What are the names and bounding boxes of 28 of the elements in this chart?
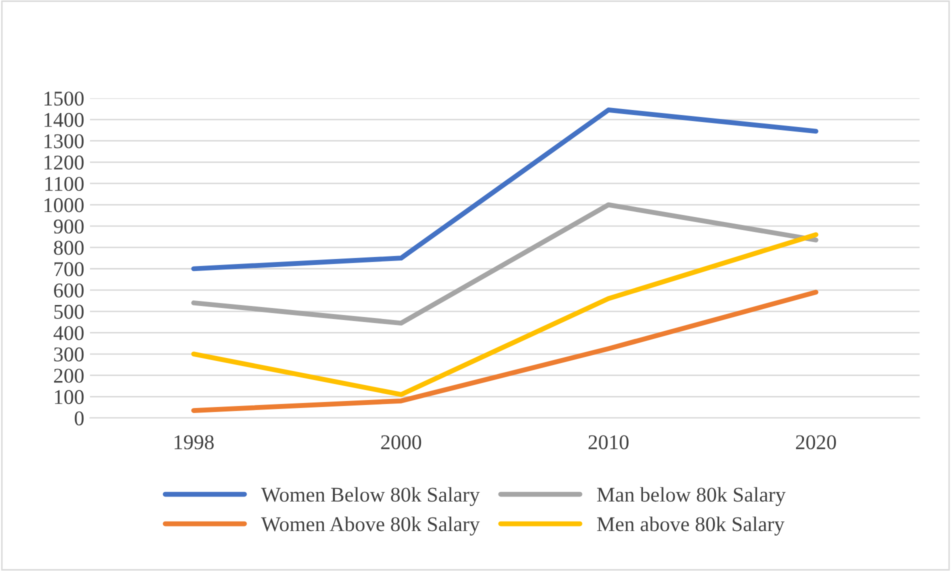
y-tick-label: 0: [74, 411, 84, 426]
line-series: [191, 232, 818, 397]
line-series: [191, 108, 818, 272]
legend-label: Men above 80k Salary: [597, 516, 784, 536]
line-series: [191, 290, 818, 413]
y-tick-label: 700: [54, 262, 84, 276]
line-series: [191, 202, 818, 326]
y-tick-label: 1500: [44, 92, 84, 106]
y-tick-label: 1400: [44, 112, 84, 127]
y-tick-label: 1200: [44, 156, 84, 170]
y-tick-label: 900: [54, 219, 84, 234]
y-tick-label: 500: [54, 304, 84, 319]
legend-label: Women Above 80k Salary: [261, 516, 480, 536]
x-tick-label: 2000: [381, 435, 422, 450]
y-tick-label: 1100: [45, 176, 84, 191]
y-tick-label: 600: [54, 283, 84, 298]
legend-label: Man below 80k Salary: [597, 487, 786, 506]
y-tick-label: 300: [54, 347, 84, 362]
x-tick-label: 2020: [796, 435, 836, 450]
y-tick-label: 1300: [44, 134, 84, 148]
y-tick-label: 200: [54, 368, 84, 383]
y-tick-label: 1000: [44, 198, 84, 212]
y-tick-label: 800: [54, 240, 84, 255]
y-tick-label: 400: [54, 326, 84, 340]
x-tick-label: 1998: [174, 435, 214, 450]
y-tick-label: 100: [54, 390, 84, 404]
x-tick-label: 2010: [588, 435, 629, 450]
legend-label: Women Below 80k Salary: [261, 487, 480, 506]
